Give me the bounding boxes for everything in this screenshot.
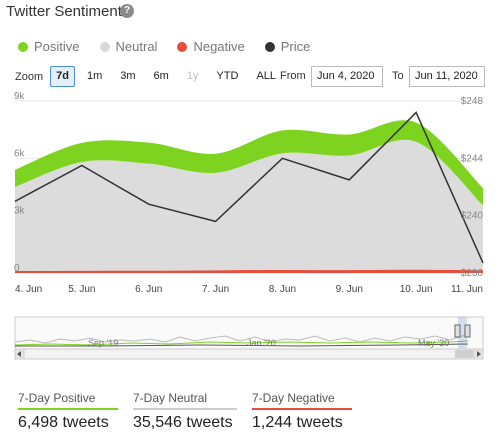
- x-axis-tick-label: 4. Jun: [15, 284, 42, 295]
- series-positive-area[interactable]: [15, 120, 483, 206]
- zoom-label: Zoom: [15, 70, 44, 83]
- scroll-left-icon: [17, 351, 21, 357]
- legend-dot-positive: [18, 41, 28, 52]
- to-label: To: [392, 70, 404, 82]
- right-axis-tick-label: $240: [461, 211, 484, 222]
- summary-neutral-label: 7-Day Neutral: [133, 391, 208, 405]
- legend-item-positive[interactable]: Positive: [18, 39, 80, 54]
- navigator-price-line: [15, 343, 469, 347]
- navigator[interactable]: Sep '19 Jan '20 May '20: [14, 316, 484, 355]
- scrollbar-thumb[interactable]: [455, 350, 473, 358]
- zoom-controls: Zoom 7d 1m 3m 6m 1y YTD ALL: [15, 66, 288, 87]
- x-axis-tick-label: 8. Jun: [269, 284, 296, 295]
- summary-neutral-underline: [133, 408, 237, 410]
- zoom-button-ytd[interactable]: YTD: [216, 70, 239, 82]
- x-axis-tick-label: 11. Jun: [451, 284, 483, 295]
- zoom-button-6m[interactable]: 6m: [153, 70, 169, 82]
- summary-negative-underline: [252, 408, 352, 410]
- navigator-positive-line: [14, 340, 469, 346]
- legend-dot-price: [264, 41, 275, 52]
- scroll-right-icon: [477, 351, 481, 357]
- right-axis-tick-label: $248: [461, 96, 484, 107]
- chart-legend: Positive Neutral Negative Price: [18, 39, 330, 54]
- legend-dot-neutral: [99, 41, 110, 52]
- right-axis: $236 $240 $244 $248: [461, 96, 484, 279]
- to-date-input[interactable]: Jun 11, 2020: [409, 66, 485, 87]
- left-axis-tick-label: 3k: [14, 206, 26, 217]
- summary-positive-value: 6,498 tweets: [18, 414, 109, 431]
- legend-item-neutral[interactable]: Neutral: [99, 39, 158, 54]
- legend-label-negative: Negative: [193, 39, 245, 54]
- left-axis-tick-label: 6k: [14, 148, 26, 159]
- x-axis-tick-label: 7. Jun: [202, 284, 229, 295]
- navigator-handle-left[interactable]: [454, 324, 461, 338]
- navigator-selection[interactable]: [458, 317, 467, 354]
- left-axis-tick-label: 9k: [14, 92, 26, 102]
- page-title: Twitter Sentiment: [6, 3, 122, 20]
- question-circle-icon[interactable]: ?: [120, 4, 134, 18]
- summary-negative-label: 7-Day Negative: [252, 391, 335, 405]
- from-date-input[interactable]: Jun 4, 2020: [311, 66, 383, 87]
- legend-dot-negative: [177, 41, 188, 52]
- x-axis-tick-label: 6. Jun: [135, 284, 162, 295]
- series-negative-area[interactable]: [15, 269, 483, 273]
- summary-neutral-value: 35,546 tweets: [133, 414, 233, 431]
- summary-positive-label: 7-Day Positive: [18, 391, 96, 405]
- legend-label-positive: Positive: [34, 39, 80, 54]
- right-axis-tick-label: $244: [461, 153, 484, 164]
- x-axis-tick-label: 5. Jun: [68, 284, 95, 295]
- right-axis-tick-label: $236: [461, 268, 484, 279]
- sentiment-chart[interactable]: 0 3k 6k 9k $236 $240 $244 $248 4. Jun 5. Jun 6. …: [0, 92, 500, 392]
- zoom-button-all[interactable]: ALL: [256, 70, 277, 82]
- navigator-scrollbar[interactable]: [14, 348, 484, 360]
- summary-negative-value: 1,244 tweets: [252, 414, 343, 431]
- navigator-series-line: [14, 333, 469, 344]
- x-axis: 4. Jun 5. Jun 6. Jun 7. Jun 8. Jun 9. Jun 10. …: [15, 284, 483, 295]
- zoom-button-3m[interactable]: 3m: [120, 70, 136, 82]
- navigator-label-may: May '20: [418, 338, 449, 348]
- series-neutral-area[interactable]: [15, 139, 483, 272]
- x-axis-tick-label: 10. Jun: [400, 284, 433, 295]
- legend-item-negative[interactable]: Negative: [177, 39, 245, 54]
- legend-label-neutral: Neutral: [115, 39, 158, 54]
- navigator-label-jan: Jan '20: [247, 338, 276, 348]
- navigator-handle-right[interactable]: [464, 324, 471, 338]
- zoom-button-1y[interactable]: 1y: [186, 70, 199, 82]
- zoom-button-1m[interactable]: 1m: [86, 70, 103, 82]
- navigator-label-sep: Sep '19: [88, 338, 118, 348]
- zoom-button-7d[interactable]: 7d: [50, 66, 75, 87]
- summary-positive-underline: [18, 408, 118, 410]
- x-axis-tick-label: 9. Jun: [336, 284, 363, 295]
- legend-item-price[interactable]: Price: [264, 39, 311, 54]
- left-axis: 0 3k 6k 9k: [14, 92, 26, 274]
- series-price-line[interactable]: [14, 111, 484, 264]
- legend-label-price: Price: [280, 39, 311, 54]
- from-label: From: [280, 70, 306, 82]
- left-axis-tick-label: 0: [14, 263, 20, 274]
